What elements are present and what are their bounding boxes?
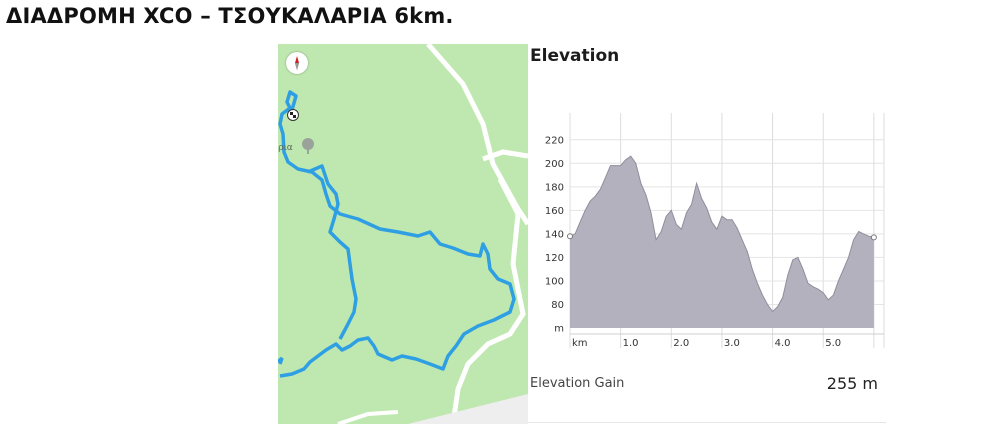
route-path (278, 90, 516, 378)
route-map[interactable]: ρια (278, 44, 528, 424)
x-unit-label: km (572, 338, 588, 348)
elevation-line (569, 155, 875, 313)
compass-icon[interactable] (286, 52, 308, 74)
y-tick-label: 220 (545, 135, 564, 146)
y-tick-label: 100 (545, 276, 564, 287)
y-tick-label: 200 (545, 159, 564, 170)
y-tick-label: 80 (551, 300, 564, 311)
elevation-panel: Elevation 220 200 180 160 140 120 100 80 m km 1.0 2… (528, 44, 888, 424)
y-tick-label: 140 (545, 229, 564, 240)
elevation-gain-label: Elevation Gain (530, 376, 625, 391)
road (408, 394, 528, 424)
elevation-gain-value: 255 m (826, 374, 878, 393)
x-tick-label: 5.0 (825, 338, 841, 348)
x-tick-label: 2.0 (673, 338, 689, 348)
road (337, 410, 399, 424)
divider (528, 422, 886, 423)
elevation-title: Elevation (530, 46, 620, 66)
tree-poi-icon (302, 138, 314, 154)
route-path (307, 164, 358, 340)
y-tick-label: 180 (545, 182, 564, 193)
x-tick-label: 1.0 (623, 338, 639, 348)
road (450, 177, 526, 424)
y-tick-label: 120 (545, 253, 564, 264)
route-path (278, 356, 284, 365)
end-point-marker (870, 234, 877, 241)
poi-label: ρια (278, 143, 293, 153)
road (426, 44, 528, 226)
x-tick-label: 3.0 (724, 338, 740, 348)
x-tick-label: 4.0 (775, 338, 791, 348)
elevation-chart[interactable]: 220 200 180 160 140 120 100 80 mkm 1.0 2.0 3.0 4.0 5.… (528, 88, 888, 348)
checkered-flag-icon (287, 109, 299, 121)
y-unit-label: m (554, 324, 564, 335)
map-canvas[interactable]: ρια (278, 44, 528, 424)
y-tick-label: 160 (545, 206, 564, 217)
start-point-marker (567, 233, 573, 240)
elevation-area (570, 156, 874, 328)
page-title: ΔΙΑΔΡΟΜΗ XCO – ΤΣΟΥΚΑΛΑΡΙΑ 6km. (6, 4, 454, 28)
road (482, 149, 528, 162)
